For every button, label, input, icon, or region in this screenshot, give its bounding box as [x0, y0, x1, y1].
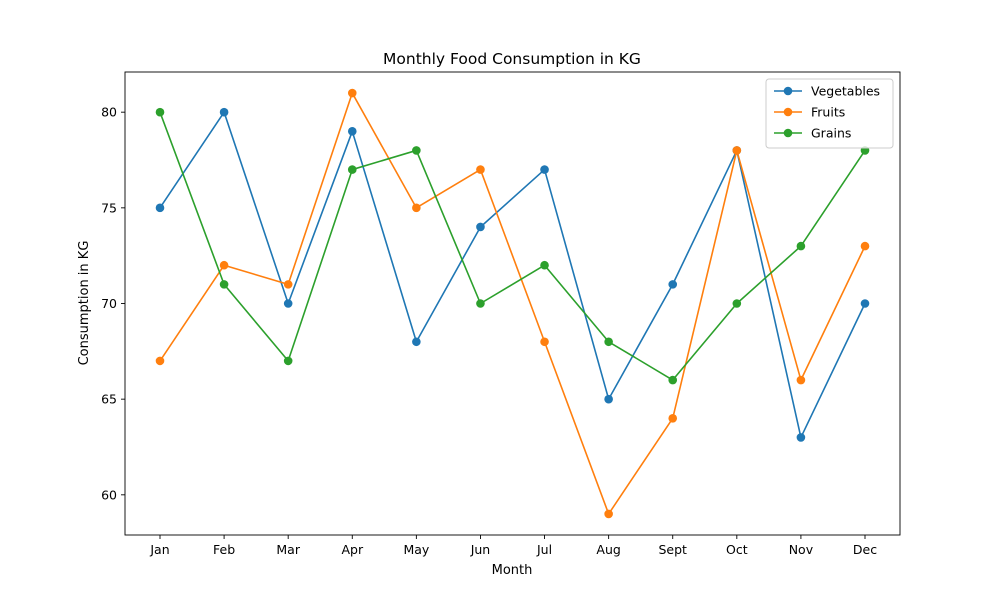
y-axis-label: Consumption in KG	[77, 241, 92, 366]
legend-label-grains: Grains	[811, 126, 851, 141]
data-point-grains	[155, 107, 165, 117]
x-tick-label: Oct	[726, 542, 748, 557]
x-tick-label: Aug	[596, 542, 620, 557]
data-point-fruits	[732, 146, 742, 155]
y-tick-label: 60	[101, 487, 117, 502]
data-point-vegetables	[347, 127, 357, 136]
data-point-vegetables	[219, 107, 229, 117]
data-point-grains	[796, 241, 806, 251]
x-tick-label: Apr	[341, 542, 363, 557]
series-line-vegetables	[159, 111, 866, 439]
series-line-fruits	[159, 92, 866, 515]
chart-title: Monthly Food Consumption in KG	[383, 50, 641, 68]
legend-marker-grains	[783, 128, 793, 138]
y-tick-label: 65	[101, 392, 117, 407]
data-point-grains	[476, 299, 485, 308]
legend-marker-fruits	[783, 107, 793, 117]
data-point-fruits	[604, 509, 613, 519]
data-point-fruits	[860, 241, 870, 251]
legend-marker-vegetables	[783, 86, 793, 96]
x-tick-label: Nov	[789, 542, 814, 557]
data-point-fruits	[155, 356, 165, 366]
data-point-grains	[347, 165, 357, 174]
data-point-grains	[668, 375, 678, 385]
data-point-vegetables	[796, 433, 806, 442]
y-tick-label: 70	[101, 296, 117, 311]
data-point-fruits	[219, 260, 229, 270]
y-tick-label: 80	[101, 105, 117, 120]
data-point-vegetables	[860, 299, 870, 308]
data-point-grains	[412, 146, 421, 155]
data-point-fruits	[476, 165, 485, 174]
data-point-fruits	[283, 280, 293, 289]
x-tick-label: Mar	[276, 542, 300, 557]
data-point-grains	[283, 356, 293, 366]
data-point-grains	[540, 260, 549, 270]
legend-label-fruits: Fruits	[811, 105, 845, 120]
data-point-vegetables	[604, 394, 613, 404]
data-point-grains	[219, 280, 229, 289]
x-tick-label: Jul	[536, 542, 552, 557]
legend-box	[765, 78, 894, 149]
legend: Vegetables Fruits Grains	[765, 78, 894, 149]
data-point-vegetables	[155, 203, 165, 213]
data-point-grains	[604, 337, 613, 347]
plot-area: Jan Feb Mar Apr May Jun Jul Aug Sept Oct Nov Dec 60 6…	[101, 71, 901, 557]
x-tick-label: Jan	[149, 542, 169, 557]
data-point-grains	[732, 299, 742, 308]
x-tick-label: May	[403, 542, 429, 557]
y-tick-label: 75	[101, 200, 117, 215]
series-line-grains	[159, 111, 866, 381]
data-point-fruits	[668, 413, 678, 423]
x-tick-label: Sept	[658, 542, 687, 557]
data-point-vegetables	[476, 222, 485, 232]
data-point-fruits	[540, 337, 549, 347]
legend-label-vegetables: Vegetables	[811, 84, 880, 99]
data-point-fruits	[412, 203, 421, 213]
data-point-vegetables	[283, 299, 293, 308]
data-point-vegetables	[540, 165, 549, 174]
data-point-fruits	[347, 88, 357, 98]
x-axis-label: Month	[492, 563, 533, 578]
x-tick-label: Jun	[470, 542, 491, 557]
x-tick-label: Feb	[213, 542, 235, 557]
data-point-fruits	[796, 375, 806, 385]
x-tick-label: Dec	[853, 542, 877, 557]
data-point-vegetables	[412, 337, 421, 347]
data-point-vegetables	[668, 280, 678, 289]
